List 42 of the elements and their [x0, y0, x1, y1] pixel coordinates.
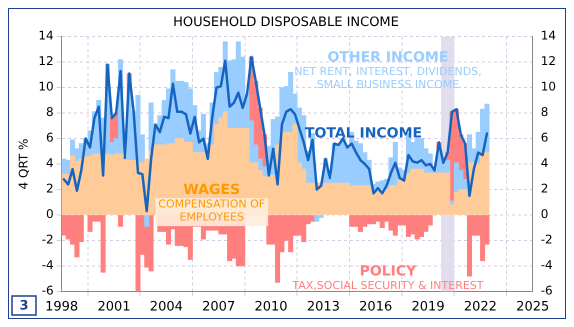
y2-tick-label: 6 — [540, 130, 548, 145]
x-tick-label: 2022 — [464, 300, 497, 315]
y2-tick-label: 10 — [540, 80, 556, 94]
series-label: POLICY — [360, 263, 418, 280]
x-tick-label: 2004 — [150, 300, 183, 315]
text: 3 — [19, 298, 29, 314]
series-label: TOTAL INCOME — [304, 126, 422, 142]
y2-tick-label: -4 — [540, 258, 553, 272]
x-tick-label: 2013 — [306, 300, 340, 315]
y2-tick-label: 14 — [540, 28, 556, 43]
y-tick-label: -2 — [42, 232, 54, 247]
text: OTHER INCOME — [327, 49, 448, 66]
y-tick-label: 2 — [46, 182, 54, 196]
annotation: TAX,SOCIAL SECURITY & INTEREST — [291, 279, 484, 292]
x-tick-label: 2001 — [97, 300, 131, 315]
y2-tick-label: 12 — [540, 54, 556, 68]
y-axis-title: 4 QRT % — [16, 138, 30, 190]
y-tick-label: 14 — [38, 28, 54, 43]
x-tick-label: 2007 — [202, 300, 236, 315]
x-tick-label: 2010 — [254, 300, 288, 315]
annotation: NET RENT, INTEREST, DIVIDENDS, SMALL BUSINESS INCOME — [294, 64, 482, 91]
y-tick-label: 0 — [46, 207, 54, 222]
y-tick-label: -6 — [42, 284, 54, 298]
y-tick-label: 8 — [46, 105, 54, 120]
y2-tick-label: 4 — [540, 156, 548, 170]
y-tick-label: 10 — [38, 80, 54, 94]
y-tick-label: 4 — [46, 156, 54, 170]
x-tick-label: 1998 — [45, 300, 78, 315]
y-tick-label: 12 — [38, 54, 54, 68]
y2-tick-label: 0 — [540, 207, 548, 222]
chart-title: HOUSEHOLD DISPOSABLE INCOME — [173, 15, 399, 30]
y2-tick-label: -2 — [540, 232, 553, 247]
y-tick-label: -4 — [42, 258, 54, 272]
y-tick-label: 6 — [46, 130, 54, 145]
y2-tick-label: -6 — [540, 284, 553, 298]
x-tick-label: 2016 — [359, 300, 392, 315]
y2-tick-label: 2 — [540, 182, 548, 196]
series-label: WAGES — [183, 182, 240, 198]
y2-tick-label: 8 — [540, 105, 548, 120]
annotation: COMPENSATION OF EMPLOYEES — [158, 197, 266, 224]
x-tick-label: 2019 — [412, 300, 445, 315]
x-tick-label: 2025 — [516, 300, 550, 315]
